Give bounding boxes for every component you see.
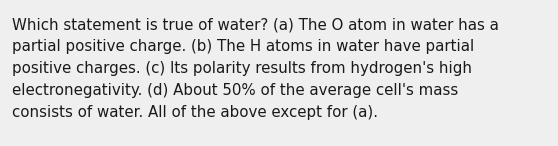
Text: Which statement is true of water? (a) The O atom in water has a
partial positive: Which statement is true of water? (a) Th… [12,18,499,120]
